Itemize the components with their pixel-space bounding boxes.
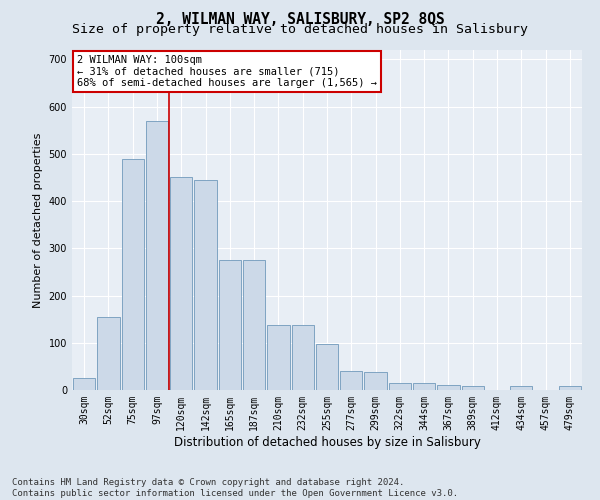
Bar	[292, 325, 314, 390]
Text: Contains HM Land Registry data © Crown copyright and database right 2024.
Contai: Contains HM Land Registry data © Crown c…	[12, 478, 458, 498]
Text: Size of property relative to detached houses in Salisbury: Size of property relative to detached ho…	[72, 22, 528, 36]
Bar	[437, 386, 460, 390]
Bar	[510, 386, 532, 390]
Bar	[122, 158, 144, 390]
Bar	[73, 378, 95, 390]
Text: 2, WILMAN WAY, SALISBURY, SP2 8QS: 2, WILMAN WAY, SALISBURY, SP2 8QS	[155, 12, 445, 28]
Bar	[146, 121, 168, 390]
Bar	[389, 383, 411, 390]
Bar	[413, 383, 436, 390]
Bar	[559, 386, 581, 390]
Bar	[340, 371, 362, 390]
Bar	[267, 325, 290, 390]
Bar	[243, 260, 265, 390]
Bar	[364, 372, 387, 390]
Bar	[316, 344, 338, 390]
Bar	[218, 260, 241, 390]
Text: 2 WILMAN WAY: 100sqm
← 31% of detached houses are smaller (715)
68% of semi-deta: 2 WILMAN WAY: 100sqm ← 31% of detached h…	[77, 55, 377, 88]
X-axis label: Distribution of detached houses by size in Salisbury: Distribution of detached houses by size …	[173, 436, 481, 448]
Bar	[461, 386, 484, 390]
Bar	[97, 317, 119, 390]
Bar	[194, 180, 217, 390]
Bar	[170, 178, 193, 390]
Y-axis label: Number of detached properties: Number of detached properties	[33, 132, 43, 308]
